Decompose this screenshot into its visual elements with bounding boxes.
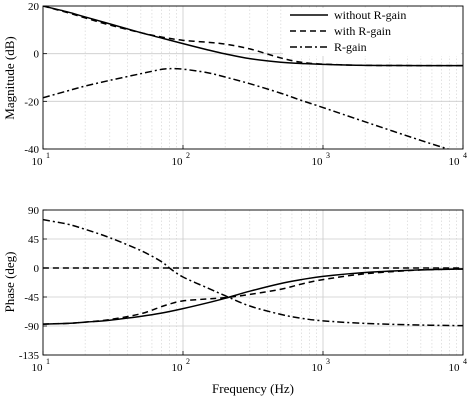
mag-x-tick-label: 10 <box>312 156 324 168</box>
ph-y-tick-label: -45 <box>24 292 39 304</box>
mag-y-tick-label: -40 <box>24 144 39 156</box>
ph-y-tick-label: 45 <box>28 234 40 246</box>
mag-x-tick-exponent: 3 <box>326 151 330 160</box>
ph-series-without-r-gain <box>43 268 463 325</box>
ph-x-tick-label: 10 <box>172 362 184 374</box>
mag-series-r-gain <box>43 67 451 149</box>
mag-y-tick-label: 20 <box>28 1 40 13</box>
phase-curves <box>43 218 463 327</box>
mag-x-tick-exponent: 4 <box>463 151 467 160</box>
mag-x-tick-label: 10 <box>32 156 44 168</box>
phase-axes-frame <box>42 209 464 356</box>
magnitude-curves <box>43 6 463 149</box>
phase-y-label: Phase (deg) <box>2 251 17 312</box>
mag-y-tick-label: -20 <box>24 96 39 108</box>
ph-series-with-r-gain <box>43 268 463 325</box>
ph-x-tick-label: 10 <box>312 362 324 374</box>
ph-x-tick-exponent: 1 <box>46 357 50 366</box>
mag-x-tick-exponent: 2 <box>186 151 190 160</box>
legend-box <box>283 8 461 56</box>
ph-y-tick-label: -90 <box>24 321 39 333</box>
legend-label-with-r-gain: with R-gain <box>334 24 391 38</box>
magnitude-axes-frame <box>42 5 464 150</box>
magnitude-y-label: Magnitude (dB) <box>2 36 17 119</box>
mag-x-tick-label: 10 <box>172 156 184 168</box>
legend: without R-gain with R-gain R-gain <box>283 8 461 56</box>
legend-label-without-r-gain: without R-gain <box>334 8 406 22</box>
phase-x-label: Frequency (Hz) <box>212 381 294 396</box>
phase-grid <box>42 209 464 356</box>
legend-label-r-gain: R-gain <box>334 40 367 54</box>
ph-x-tick-label: 10 <box>32 362 44 374</box>
mag-series-with-r-gain <box>43 6 463 67</box>
ph-x-tick-label: 10 <box>449 362 461 374</box>
ph-x-tick-exponent: 4 <box>463 357 467 366</box>
mag-x-tick-label: 10 <box>449 156 461 168</box>
magnitude-y-ticks: 20 0 -20 -40 <box>24 1 47 156</box>
ph-x-tick-exponent: 2 <box>186 357 190 366</box>
ph-y-tick-label: -135 <box>19 350 40 362</box>
mag-x-tick-exponent: 1 <box>46 151 50 160</box>
ph-x-tick-exponent: 3 <box>326 357 330 366</box>
ph-y-tick-label: 0 <box>34 263 40 275</box>
ph-y-tick-label: 90 <box>28 205 40 217</box>
mag-y-tick-label: 0 <box>34 49 40 61</box>
phase-y-ticks: 90 45 0 -45 -90 -135 <box>19 205 47 362</box>
ph-series-r-gain <box>43 218 463 327</box>
